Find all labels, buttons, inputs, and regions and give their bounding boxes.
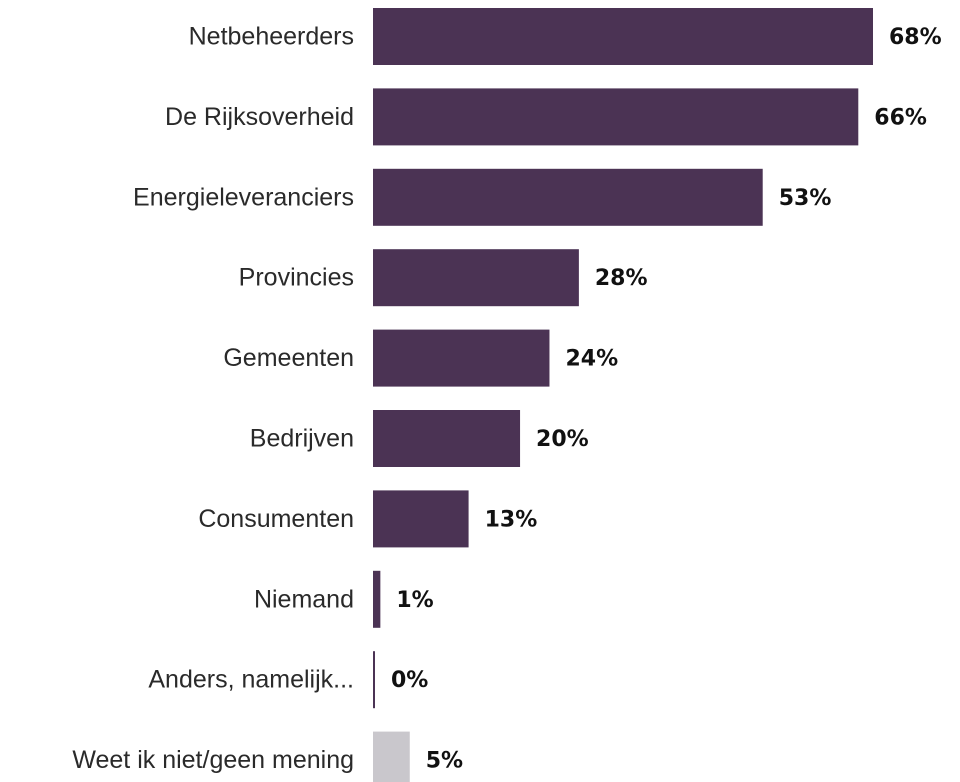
category-label-energieleveranciers: Energieleveranciers <box>133 183 354 211</box>
category-label-consumenten: Consumenten <box>198 505 354 533</box>
bar-niemand <box>373 570 381 628</box>
value-label-niemand: 1% <box>396 588 433 613</box>
bar-netbeheerders <box>373 8 873 65</box>
value-label-provincies: 28% <box>595 266 648 291</box>
category-label-netbeheerders: Netbeheerders <box>189 23 354 51</box>
category-label-anders-namelijk: Anders, namelijk... <box>148 666 354 694</box>
value-label-bedrijven: 20% <box>536 427 589 452</box>
bar-provincies <box>373 249 579 307</box>
value-label-netbeheerders: 68% <box>889 25 942 50</box>
category-labels: Netbeheerders De Rijksoverheid Energieleve… <box>72 23 354 775</box>
value-labels: 68% 66% 53% 28% 24% 20% 13% 1% 0% 5% <box>391 25 942 774</box>
category-label-gemeenten: Gemeenten <box>223 344 354 372</box>
bar-consumenten <box>373 490 469 548</box>
bar-de-rijksoverheid <box>373 88 859 146</box>
category-label-provincies: Provincies <box>239 264 354 292</box>
category-label-weet-ik-niet-geen-mening: Weet ik niet/geen mening <box>72 746 354 774</box>
category-label-de-rijksoverheid: De Rijksoverheid <box>165 103 354 131</box>
value-label-anders-namelijk: 0% <box>391 668 428 693</box>
bar-weet-ik-niet-geen-mening <box>373 731 410 782</box>
value-label-consumenten: 13% <box>485 507 538 532</box>
bar-anders-namelijk <box>373 651 375 709</box>
bar-bedrijven <box>373 410 521 467</box>
bar-energieleveranciers <box>373 168 763 226</box>
value-label-weet-ik-niet-geen-mening: 5% <box>426 749 463 774</box>
category-label-niemand: Niemand <box>254 585 354 613</box>
bars <box>373 8 873 782</box>
value-label-de-rijksoverheid: 66% <box>874 105 927 130</box>
value-label-energieleveranciers: 53% <box>779 186 832 211</box>
value-label-gemeenten: 24% <box>565 347 618 372</box>
bar-gemeenten <box>373 329 550 387</box>
category-label-bedrijven: Bedrijven <box>250 425 354 453</box>
